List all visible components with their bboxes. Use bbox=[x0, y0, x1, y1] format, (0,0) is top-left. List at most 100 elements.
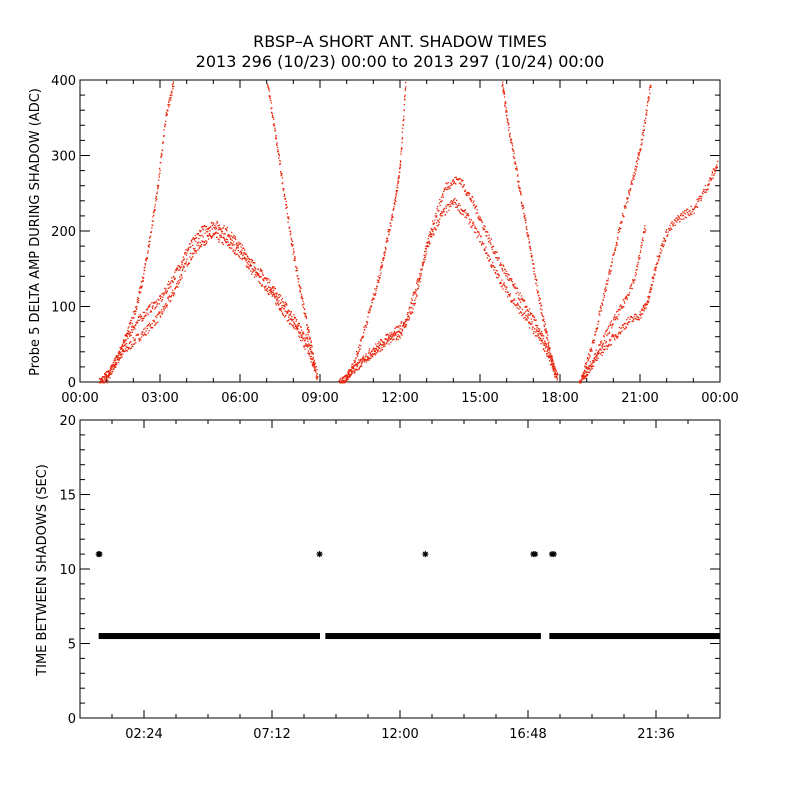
top-data-point bbox=[392, 334, 394, 337]
top-data-point bbox=[121, 344, 123, 347]
top-data-point bbox=[695, 203, 697, 205]
top-data-point bbox=[287, 319, 289, 322]
top-data-point bbox=[655, 266, 658, 268]
top-data-point bbox=[599, 306, 602, 308]
top-data-point bbox=[103, 375, 105, 378]
top-data-point bbox=[347, 378, 349, 380]
top-data-point bbox=[521, 297, 524, 300]
top-data-point bbox=[146, 256, 148, 259]
top-data-point bbox=[143, 328, 145, 331]
top-data-point bbox=[616, 311, 618, 313]
top-data-point bbox=[477, 235, 480, 237]
top-data-point bbox=[628, 321, 630, 324]
top-data-point bbox=[304, 340, 306, 342]
top-data-point bbox=[152, 211, 155, 214]
top-data-point bbox=[234, 236, 236, 238]
top-data-point bbox=[380, 265, 383, 267]
top-data-point bbox=[190, 239, 192, 242]
top-data-point bbox=[174, 278, 176, 280]
top-data-point bbox=[610, 324, 612, 326]
top-data-point bbox=[354, 361, 357, 363]
top-data-point bbox=[508, 274, 510, 276]
top-data-point bbox=[221, 230, 224, 233]
top-data-point bbox=[632, 281, 634, 283]
top-data-point bbox=[633, 315, 636, 318]
top-data-point bbox=[662, 244, 664, 246]
top-data-point bbox=[190, 258, 192, 261]
top-data-point bbox=[368, 312, 370, 314]
top-data-point bbox=[534, 275, 537, 277]
top-data-point bbox=[616, 242, 618, 245]
top-data-point bbox=[644, 119, 646, 121]
top-data-point bbox=[380, 339, 383, 341]
top-data-point bbox=[466, 215, 468, 217]
top-data-point bbox=[115, 356, 117, 358]
top-data-point bbox=[661, 245, 663, 247]
top-data-point bbox=[123, 340, 125, 343]
top-data-point bbox=[504, 104, 506, 106]
top-data-point bbox=[348, 372, 350, 374]
top-data-point bbox=[312, 365, 314, 367]
top-data-point bbox=[525, 219, 527, 221]
top-data-point bbox=[99, 382, 101, 384]
top-data-point bbox=[528, 234, 530, 236]
top-data-point bbox=[140, 291, 142, 293]
top-data-point bbox=[384, 252, 386, 254]
top-data-point bbox=[232, 250, 234, 253]
top-data-point bbox=[404, 88, 407, 90]
top-data-point bbox=[276, 298, 278, 301]
top-data-point bbox=[128, 332, 131, 334]
top-data-point bbox=[507, 291, 509, 293]
top-data-point bbox=[241, 258, 243, 261]
top-data-point bbox=[615, 247, 617, 249]
top-data-point bbox=[270, 111, 273, 114]
top-data-point bbox=[300, 334, 302, 336]
top-data-point bbox=[513, 287, 516, 289]
top-data-point bbox=[194, 250, 196, 253]
top-data-point bbox=[349, 375, 351, 377]
top-data-point bbox=[617, 310, 619, 312]
top-data-point bbox=[604, 339, 606, 342]
top-data-point bbox=[514, 299, 516, 301]
top-data-point bbox=[634, 168, 636, 170]
top-data-point bbox=[296, 267, 298, 269]
top-data-point bbox=[480, 218, 482, 220]
top-data-point bbox=[138, 338, 140, 340]
top-data-point bbox=[395, 193, 397, 195]
top-data-point bbox=[146, 327, 148, 330]
top-data-point bbox=[597, 352, 600, 355]
top-data-point bbox=[609, 271, 611, 273]
top-data-point bbox=[272, 124, 275, 126]
top-data-point bbox=[397, 182, 399, 184]
top-data-point bbox=[524, 217, 527, 219]
top-data-point bbox=[120, 353, 123, 356]
top-data-point bbox=[272, 114, 274, 116]
top-data-point bbox=[137, 334, 140, 336]
top-data-point bbox=[292, 248, 295, 250]
top-data-point bbox=[243, 252, 245, 254]
top-data-point bbox=[556, 379, 558, 381]
top-data-point bbox=[581, 375, 583, 377]
top-data-point bbox=[408, 315, 410, 317]
top-data-point bbox=[282, 189, 284, 192]
top-data-point bbox=[126, 350, 128, 352]
top-data-point bbox=[142, 319, 144, 321]
top-data-point bbox=[586, 374, 588, 376]
top-data-point bbox=[609, 270, 611, 272]
top-data-point bbox=[168, 287, 171, 289]
top-data-point bbox=[508, 126, 510, 129]
top-data-point bbox=[471, 226, 473, 228]
top-data-point bbox=[439, 198, 441, 201]
top-data-point bbox=[386, 239, 388, 241]
top-data-point bbox=[534, 319, 536, 321]
top-data-point bbox=[393, 202, 396, 204]
top-data-point bbox=[138, 319, 140, 321]
top-data-point bbox=[314, 367, 316, 369]
top-data-point bbox=[129, 335, 131, 337]
top-data-point bbox=[373, 347, 375, 349]
top-data-point bbox=[154, 306, 156, 309]
top-data-point bbox=[228, 247, 231, 249]
top-data-point bbox=[207, 230, 209, 233]
top-data-point bbox=[385, 247, 387, 250]
top-data-point bbox=[518, 190, 521, 192]
